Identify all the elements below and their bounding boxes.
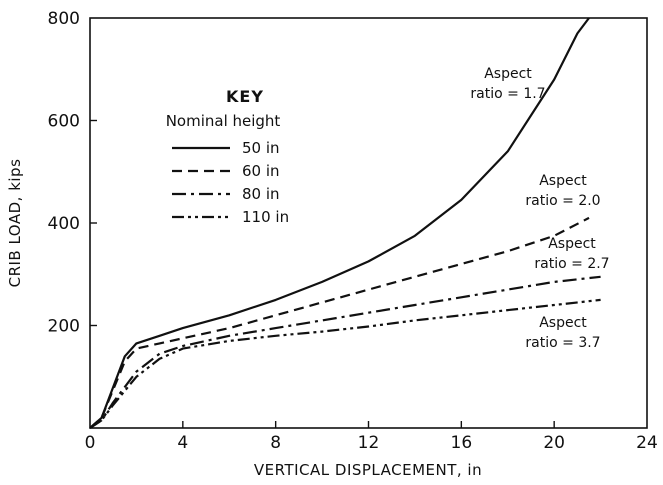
annotation-ratio-value: ratio = 2.0 [525,193,600,209]
legend-subtitle: Nominal height [166,112,281,130]
annotation-ratio-value: ratio = 2.7 [534,256,609,272]
legend-entry-label: 80 in [242,185,280,203]
x-axis-title: VERTICAL DISPLACEMENT, in [254,461,482,479]
legend-entries: 50 in 60 in 80 in 110 in [172,139,289,226]
axis-ticks: 0 4 8 12 16 20 24 200 400 600 800 [48,9,658,453]
x-tick-label: 0 [85,433,96,453]
annotation-aspect-label: Aspect [484,66,532,82]
series-line-60in [89,216,590,429]
y-tick-label: 600 [48,112,80,132]
legend-entry-label: 110 in [242,208,289,226]
x-tick-label: 4 [177,433,188,453]
y-tick-label: 200 [48,317,80,337]
x-tick-label: 12 [358,433,380,453]
annotation-ratio-value: ratio = 3.7 [525,335,600,351]
legend-title: KEY [226,87,264,106]
annotation-aspect-label: Aspect [539,173,587,189]
y-tick-label: 800 [48,9,80,29]
y-tick-label: 400 [48,214,80,234]
annotation-aspect-label: Aspect [539,315,587,331]
x-tick-label: 16 [451,433,473,453]
series-line-80in [89,275,601,429]
legend-entry-label: 50 in [242,139,280,157]
series-layer [89,17,601,429]
series-line-50in [89,17,590,429]
x-tick-label: 24 [636,433,658,453]
x-tick-label: 20 [543,433,565,453]
legend: KEY Nominal height 50 in 60 in 80 in 110 in [166,87,289,226]
x-tick-label: 8 [270,433,281,453]
series-line-110in [89,298,601,429]
annotation-aspect-label: Aspect [548,236,596,252]
y-axis-title: CRIB LOAD, kips [6,159,24,288]
series-annotations: Aspect ratio = 1.7 Aspect ratio = 2.0 Aspect… [470,66,609,351]
annotation-ratio-value: ratio = 1.7 [470,86,545,102]
legend-entry-label: 60 in [242,162,280,180]
plot-frame [89,17,648,429]
